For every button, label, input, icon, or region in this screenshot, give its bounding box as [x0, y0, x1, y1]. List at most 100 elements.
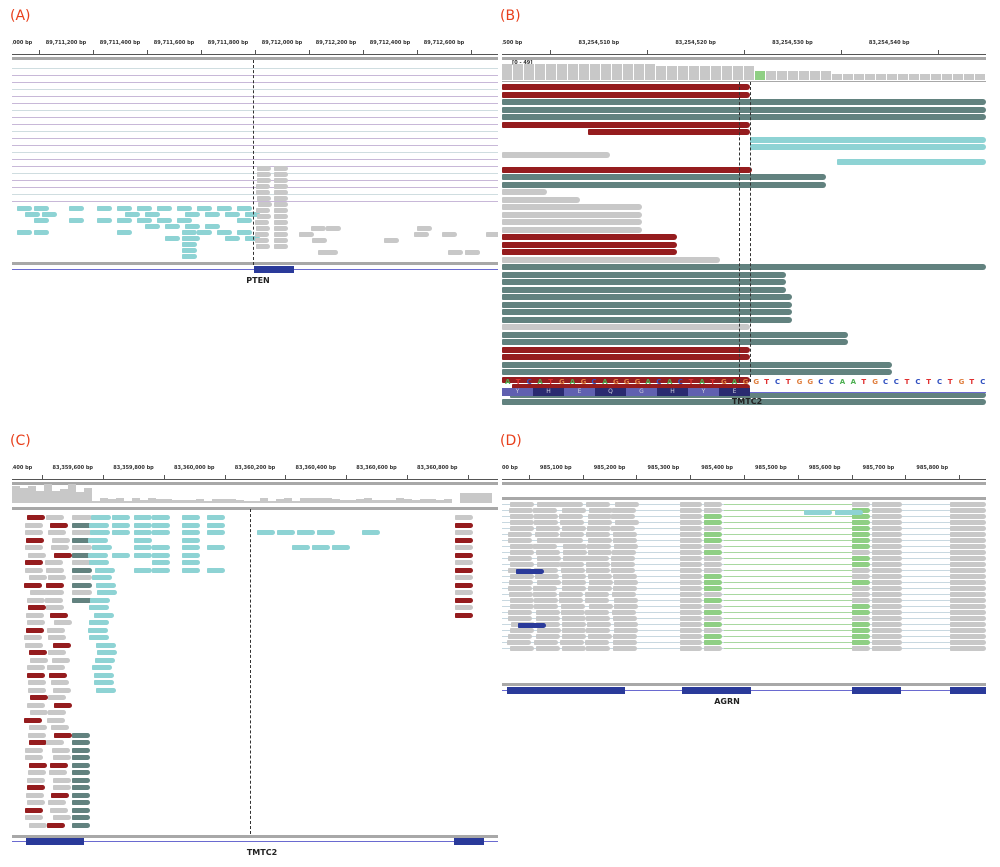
read-alignment[interactable]	[559, 502, 584, 507]
read-alignment[interactable]	[588, 604, 613, 609]
read-alignment[interactable]	[414, 232, 430, 237]
read-alignment[interactable]	[465, 250, 481, 255]
read-alignment[interactable]	[245, 236, 260, 241]
read-alignment[interactable]	[52, 657, 70, 663]
read-alignment[interactable]	[27, 665, 46, 670]
read-alignment[interactable]	[585, 532, 610, 537]
read-alignment[interactable]	[47, 627, 66, 633]
read-alignment[interactable]	[134, 545, 152, 550]
read-alignment[interactable]	[44, 560, 63, 565]
read-alignment[interactable]	[51, 537, 70, 543]
read-alignment[interactable]	[534, 604, 559, 609]
read-alignment[interactable]	[72, 530, 92, 535]
read-alignment[interactable]	[585, 610, 610, 615]
read-alignment[interactable]	[25, 815, 44, 820]
read-alignment[interactable]	[48, 530, 67, 535]
read-alignment[interactable]	[112, 522, 130, 528]
read-alignment[interactable]	[182, 242, 197, 247]
read-alignment[interactable]	[72, 792, 90, 798]
read-alignment[interactable]	[25, 612, 44, 618]
read-alignment[interactable]	[533, 508, 558, 513]
read-alignment[interactable]	[185, 212, 200, 217]
read-alignment[interactable]	[47, 822, 66, 828]
read-alignment[interactable]	[502, 106, 986, 113]
read-alignment[interactable]	[502, 324, 750, 330]
read-alignment[interactable]	[52, 815, 71, 820]
read-alignment[interactable]	[613, 628, 638, 633]
read-alignment[interactable]	[88, 605, 109, 610]
read-alignment[interactable]	[588, 550, 613, 555]
read-alignment[interactable]	[852, 514, 870, 519]
read-alignment[interactable]	[25, 747, 44, 753]
read-alignment[interactable]	[704, 544, 722, 549]
read-alignment[interactable]	[502, 369, 892, 375]
read-alignment[interactable]	[852, 502, 870, 507]
read-alignment[interactable]	[48, 650, 67, 655]
read-alignment[interactable]	[96, 582, 117, 588]
read-alignment[interactable]	[152, 530, 170, 535]
read-alignment[interactable]	[50, 792, 69, 798]
read-alignment[interactable]	[502, 376, 750, 383]
read-alignment[interactable]	[516, 569, 544, 574]
read-alignment[interactable]	[112, 530, 130, 535]
read-alignment[interactable]	[559, 514, 584, 519]
read-alignment[interactable]	[587, 544, 611, 549]
read-alignment[interactable]	[182, 515, 200, 520]
read-alignment[interactable]	[536, 562, 561, 567]
read-alignment[interactable]	[872, 634, 902, 639]
read-alignment[interactable]	[536, 502, 561, 507]
read-alignment[interactable]	[88, 620, 109, 625]
read-alignment[interactable]	[507, 610, 532, 615]
read-alignment[interactable]	[28, 575, 47, 580]
read-alignment[interactable]	[50, 545, 69, 550]
read-alignment[interactable]	[92, 545, 113, 550]
read-alignment[interactable]	[587, 586, 612, 591]
read-alignment[interactable]	[680, 646, 702, 651]
read-alignment[interactable]	[562, 580, 587, 585]
read-alignment[interactable]	[950, 622, 986, 627]
read-alignment[interactable]	[587, 526, 612, 531]
read-alignment[interactable]	[611, 508, 636, 513]
read-alignment[interactable]	[28, 770, 47, 775]
read-alignment[interactable]	[680, 622, 702, 627]
read-alignment[interactable]	[704, 562, 722, 567]
read-alignment[interactable]	[502, 234, 677, 240]
read-alignment[interactable]	[72, 777, 90, 783]
read-alignment[interactable]	[614, 502, 639, 507]
read-alignment[interactable]	[182, 522, 200, 528]
read-alignment[interactable]	[502, 196, 580, 203]
read-alignment[interactable]	[510, 526, 535, 531]
read-alignment[interactable]	[587, 520, 612, 525]
read-alignment[interactable]	[117, 218, 132, 223]
read-alignment[interactable]	[872, 574, 902, 579]
read-alignment[interactable]	[165, 236, 180, 241]
read-alignment[interactable]	[72, 552, 92, 558]
read-alignment[interactable]	[852, 562, 870, 567]
read-alignment[interactable]	[680, 586, 702, 591]
read-alignment[interactable]	[507, 640, 532, 645]
read-alignment[interactable]	[165, 224, 180, 229]
read-alignment[interactable]	[24, 717, 43, 723]
read-alignment[interactable]	[311, 238, 327, 243]
read-alignment[interactable]	[197, 230, 212, 235]
read-alignment[interactable]	[950, 646, 986, 651]
read-alignment[interactable]	[134, 567, 152, 573]
read-alignment[interactable]	[562, 556, 587, 561]
read-alignment[interactable]	[872, 586, 902, 591]
read-alignment[interactable]	[145, 224, 160, 229]
read-alignment[interactable]	[72, 747, 90, 753]
read-alignment[interactable]	[502, 264, 986, 270]
read-alignment[interactable]	[502, 256, 720, 263]
read-alignment[interactable]	[45, 597, 64, 603]
read-alignment[interactable]	[72, 732, 90, 738]
read-alignment[interactable]	[455, 552, 473, 558]
read-alignment[interactable]	[533, 520, 558, 525]
read-alignment[interactable]	[614, 604, 639, 609]
read-alignment[interactable]	[152, 515, 170, 520]
read-alignment[interactable]	[852, 544, 870, 549]
read-alignment[interactable]	[53, 642, 72, 648]
read-alignment[interactable]	[152, 567, 170, 573]
read-alignment[interactable]	[704, 514, 722, 519]
read-alignment[interactable]	[502, 219, 642, 225]
read-alignment[interactable]	[872, 550, 902, 555]
